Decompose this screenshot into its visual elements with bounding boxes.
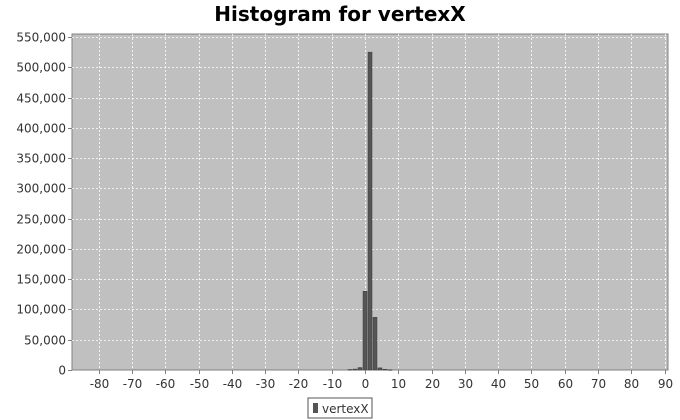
histogram-bar [352,368,358,371]
x-tick-label: 30 [458,377,473,391]
x-tick-label: 40 [491,377,506,391]
y-tick-label: 500,000 [16,61,66,75]
x-tick-label: -30 [256,377,276,391]
x-tick-label: -20 [289,377,309,391]
legend: vertexX [307,397,373,419]
histogram-bar [347,369,353,371]
x-tick-label: -70 [123,377,143,391]
x-tick-label: -60 [156,377,176,391]
x-tick-label: 60 [558,377,573,391]
y-tick-label: 150,000 [16,273,66,287]
y-tick-label: 400,000 [16,122,66,136]
x-tick-label: 50 [524,377,539,391]
y-tick-label: 550,000 [16,31,66,45]
legend-label: vertexX [322,402,369,416]
y-tick-label: 100,000 [16,303,66,317]
histogram-bars [347,51,393,371]
y-tick-label: 50,000 [24,334,66,348]
histogram-bar [377,367,383,371]
histogram-bar [357,367,363,371]
histogram-bar [382,369,388,371]
chart-title: Histogram for vertexX [214,2,466,26]
x-tick-label: 90 [658,377,673,391]
legend-swatch [313,403,318,413]
x-axis: -80 -70 -60 -50 -40 -30 -20 -10 0 10 20 30 40 50 60 70 8… [90,370,673,391]
y-tick-label: 450,000 [16,92,66,106]
x-tick-label: -50 [190,377,210,391]
histogram-bar [362,291,368,371]
x-tick-label: 80 [624,377,639,391]
histogram-bar [367,51,373,371]
x-tick-label: 10 [391,377,406,391]
y-tick-label: 200,000 [16,243,66,257]
x-tick-label: 70 [591,377,606,391]
y-tick-label: 350,000 [16,152,66,166]
x-tick-label: -40 [223,377,243,391]
histogram-bar [387,369,393,371]
x-tick-label: 20 [425,377,440,391]
y-tick-label: 250,000 [16,213,66,227]
y-tick-label: 300,000 [16,182,66,196]
x-tick-label: -80 [90,377,110,391]
y-tick-label: 0 [58,364,66,378]
histogram-bar [372,317,378,371]
x-tick-label: -10 [323,377,343,391]
y-axis: 0 50,000 100,000 150,000 200,000 250,000 300,0… [16,31,72,378]
x-tick-label: 0 [362,377,370,391]
legend-box [307,397,373,419]
